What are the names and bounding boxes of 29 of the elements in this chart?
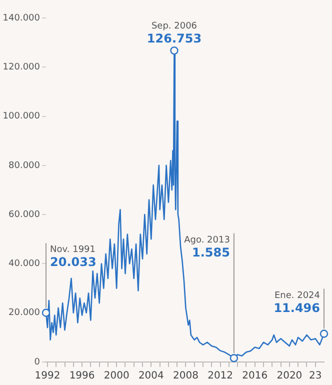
y-tick-label: 80.000: [8, 160, 40, 171]
y-tick-label: 0: [34, 357, 40, 368]
annotation: 126.753: [146, 32, 202, 46]
x-tick-label: 2020: [276, 370, 302, 382]
y-tick-label: 20.000: [8, 308, 40, 318]
point: [230, 354, 238, 362]
annotation: Nov. 1991: [50, 245, 96, 256]
y-tick-label: 100.000: [2, 112, 40, 122]
x-tick-label: 1996: [69, 370, 95, 382]
point: [42, 308, 50, 317]
y-tick-label: 40.000: [8, 259, 40, 270]
annotation: 1.585: [192, 245, 230, 260]
x-tick-label: 2000: [104, 370, 130, 382]
x-tick-label: 2012: [208, 370, 234, 382]
point: [170, 46, 178, 55]
x-tick-label: 2004: [138, 370, 164, 382]
annotation: 20.033: [50, 255, 96, 270]
annotation: Ene. 2024: [274, 290, 320, 301]
annotation: Sep. 2006: [151, 22, 198, 32]
annotation: Ago. 2013: [184, 235, 230, 246]
y-tick-label: 120.000: [2, 62, 40, 72]
x-tick-label: 2016: [242, 370, 268, 382]
point: [320, 330, 328, 338]
x-tick-label: 23: [308, 370, 322, 382]
y-tick-label: 140.000: [2, 13, 40, 24]
annotation: 11.496: [274, 300, 320, 315]
x-tick-label: 2008: [173, 370, 198, 382]
y-tick-label: 60.000: [8, 210, 40, 220]
x-tick-label: 1992: [34, 370, 60, 382]
